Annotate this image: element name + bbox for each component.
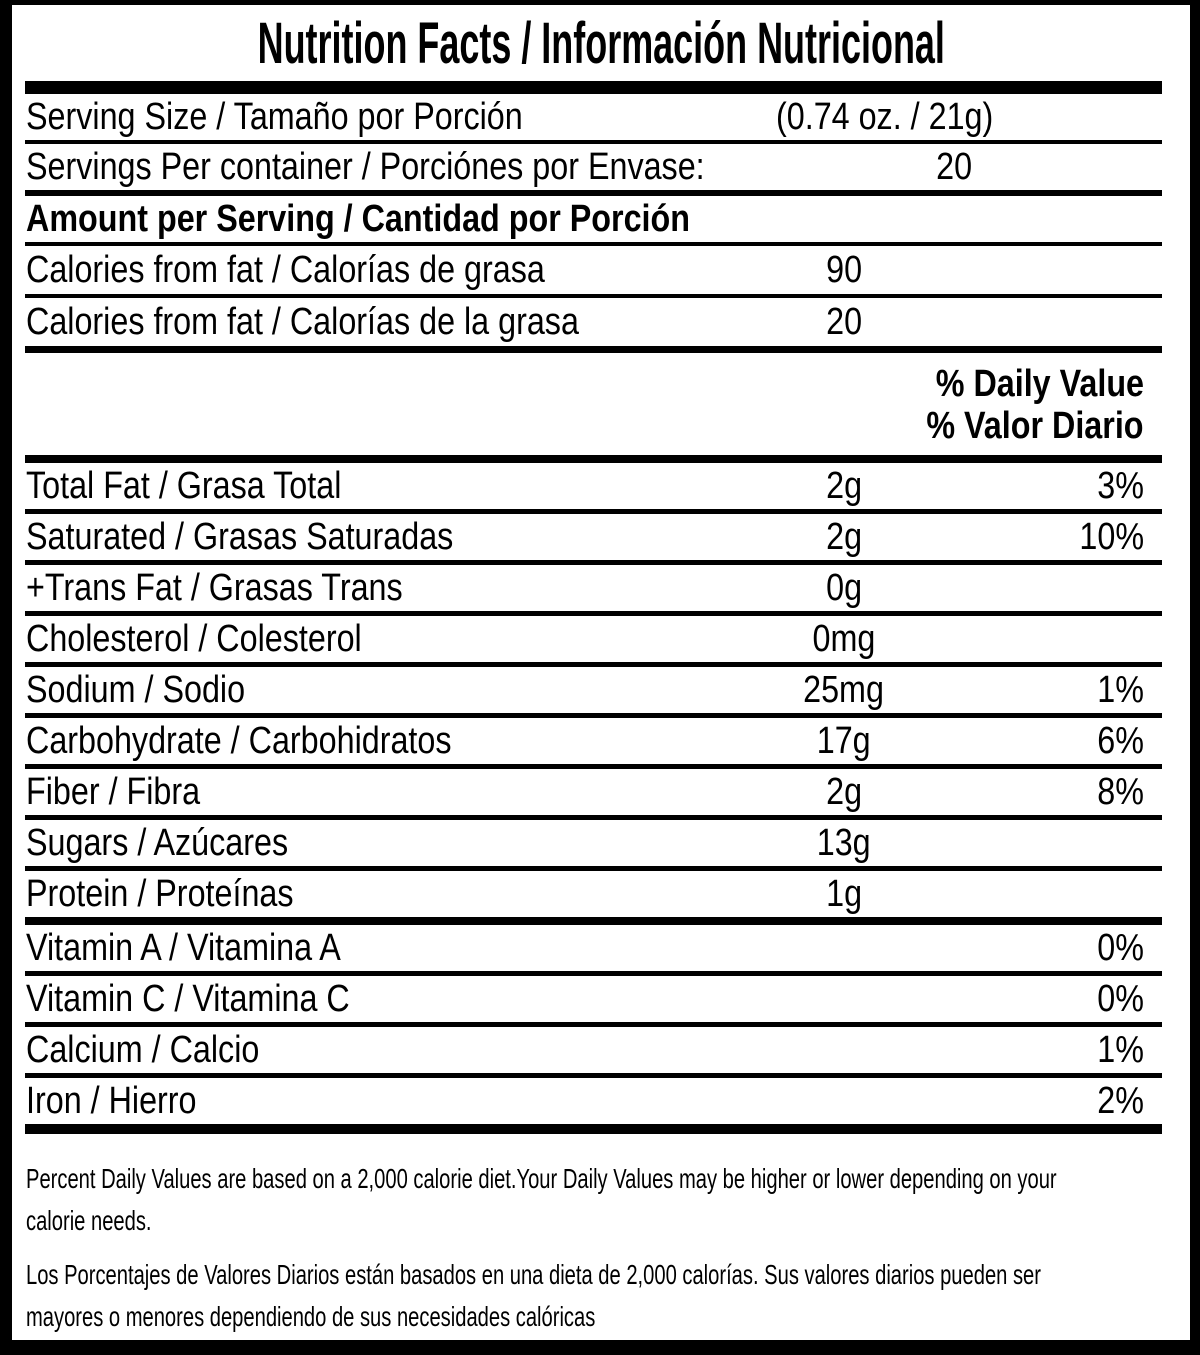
row-amount-per-serving-heading: Amount per Serving / Cantidad por Porció…	[12, 196, 1190, 242]
footnotes: Percent Daily Values are based on a 2,00…	[12, 1134, 1190, 1338]
nutrient-daily-value: 1%	[1097, 1028, 1144, 1071]
nutrient-daily-value: 1%	[1097, 668, 1144, 711]
row-trans-fat: +Trans Fat / Grasas Trans 0g	[12, 565, 1190, 611]
row-calories-from-fat-2: Calories from fat / Calorías de la grasa…	[12, 298, 1190, 346]
footnote-english-line-2: calorie needs.	[26, 1205, 152, 1236]
row-vitamin-a: Vitamin A / Vitamina A 0%	[12, 925, 1190, 971]
nutrient-label: +Trans Fat / Grasas Trans	[26, 566, 403, 609]
nutrient-amount: 2g	[826, 770, 862, 813]
divider	[25, 866, 1162, 871]
calories-value: 90	[826, 248, 862, 291]
divider	[25, 346, 1162, 353]
footnote-spanish-line-1: Los Porcentajes de Valores Diarios están…	[26, 1259, 1041, 1290]
divider	[25, 611, 1162, 616]
nutrient-amount: 2g	[826, 464, 862, 507]
nutrient-daily-value: 0%	[1097, 926, 1144, 969]
divider	[25, 509, 1162, 514]
row-saturated-fat: Saturated / Grasas Saturadas 2g 10%	[12, 514, 1190, 560]
nutrient-daily-value: 10%	[1079, 515, 1144, 558]
divider	[25, 560, 1162, 565]
nutrient-label: Vitamin A / Vitamina A	[26, 926, 341, 969]
nutrient-daily-value: 8%	[1097, 770, 1144, 813]
row-fiber: Fiber / Fibra 2g 8%	[12, 769, 1190, 815]
nutrient-label: Saturated / Grasas Saturadas	[26, 515, 454, 558]
nutrient-label: Sugars / Azúcares	[26, 821, 289, 864]
row-servings-per-container: Servings Per container / Porciónes por E…	[12, 144, 1190, 190]
nutrient-amount: 2g	[826, 515, 862, 558]
nutrient-label: Iron / Hierro	[26, 1079, 197, 1122]
row-calories-from-fat-1: Calories from fat / Calorías de grasa 90	[12, 246, 1190, 294]
daily-value-heading-es: % Valor Diario	[926, 405, 1144, 447]
calories-label: Calories from fat / Calorías de grasa	[26, 248, 545, 291]
daily-value-heading-en: % Daily Value	[935, 363, 1144, 405]
divider	[25, 455, 1162, 463]
nutrient-daily-value: 2%	[1097, 1079, 1144, 1122]
divider	[25, 662, 1162, 667]
nutrient-label: Vitamin C / Vitamina C	[26, 977, 350, 1020]
divider	[25, 713, 1162, 718]
nutrient-label: Protein / Proteínas	[26, 872, 294, 915]
nutrient-amount: 1g	[826, 872, 862, 915]
page-title: Nutrition Facts / Información Nutriciona…	[257, 10, 945, 76]
nutrient-label: Sodium / Sodio	[26, 668, 246, 711]
divider	[25, 140, 1162, 144]
footnote-english-line-1: Percent Daily Values are based on a 2,00…	[26, 1163, 1057, 1194]
nutrient-daily-value: 0%	[1097, 977, 1144, 1020]
servings-per-container-label: Servings Per container / Porciónes por E…	[26, 145, 705, 188]
row-sugars: Sugars / Azúcares 13g	[12, 820, 1190, 866]
footnote-spanish-line-2: mayores o menores dependiendo de sus nec…	[26, 1301, 596, 1332]
divider	[25, 971, 1162, 976]
row-protein: Protein / Proteínas 1g	[12, 871, 1190, 917]
daily-value-heading: % Daily Value % Valor Diario	[12, 353, 1190, 455]
nutrient-daily-value: 6%	[1097, 719, 1144, 762]
nutrient-amount: 0g	[826, 566, 862, 609]
divider	[25, 815, 1162, 820]
servings-per-container-value: 20	[936, 145, 973, 188]
nutrient-amount: 25mg	[803, 668, 885, 711]
row-cholesterol: Cholesterol / Colesterol 0mg	[12, 616, 1190, 662]
amount-per-serving-heading: Amount per Serving / Cantidad por Porció…	[26, 197, 690, 240]
divider	[25, 1022, 1162, 1027]
calories-from-fat-label: Calories from fat / Calorías de la grasa	[26, 300, 579, 343]
divider	[25, 764, 1162, 769]
serving-size-label: Serving Size / Tamaño por Porción	[26, 95, 523, 138]
divider	[25, 242, 1162, 246]
nutrient-label: Total Fat / Grasa Total	[26, 464, 342, 507]
nutrient-label: Cholesterol / Colesterol	[26, 617, 362, 660]
label-header: Nutrition Facts / Información Nutriciona…	[12, 5, 1190, 81]
row-carbohydrate: Carbohydrate / Carbohidratos 17g 6%	[12, 718, 1190, 764]
row-total-fat: Total Fat / Grasa Total 2g 3%	[12, 463, 1190, 509]
divider	[25, 917, 1162, 925]
nutrient-amount: 0mg	[812, 617, 876, 660]
divider	[25, 190, 1162, 196]
serving-size-value: (0.74 oz. / 21g)	[776, 95, 994, 138]
divider	[25, 1073, 1162, 1078]
divider	[25, 1124, 1162, 1134]
nutrient-label: Carbohydrate / Carbohidratos	[26, 719, 452, 762]
nutrient-amount: 13g	[817, 821, 871, 864]
nutrient-daily-value: 3%	[1097, 464, 1144, 507]
divider	[25, 81, 1162, 94]
row-calcium: Calcium / Calcio 1%	[12, 1027, 1190, 1073]
calories-from-fat-value: 20	[826, 300, 862, 343]
row-serving-size: Serving Size / Tamaño por Porción (0.74 …	[12, 94, 1190, 140]
row-iron: Iron / Hierro 2%	[12, 1078, 1190, 1124]
nutrient-amount: 17g	[817, 719, 871, 762]
nutrient-label: Calcium / Calcio	[26, 1028, 260, 1071]
row-vitamin-c: Vitamin C / Vitamina C 0%	[12, 976, 1190, 1022]
nutrient-label: Fiber / Fibra	[26, 770, 201, 813]
row-sodium: Sodium / Sodio 25mg 1%	[12, 667, 1190, 713]
divider	[25, 294, 1162, 298]
